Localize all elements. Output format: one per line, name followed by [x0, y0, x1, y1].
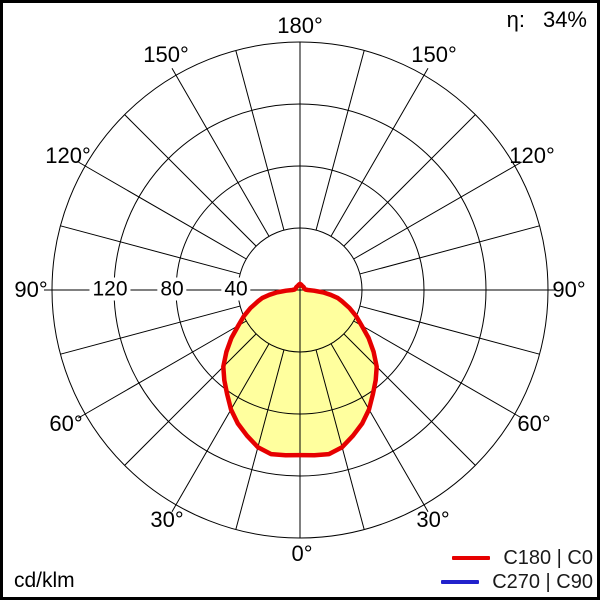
- radial-label-80: 80: [157, 277, 187, 301]
- angle-label-0: 0°: [291, 541, 313, 566]
- angle-label-90-right: 90°: [552, 277, 586, 302]
- radial-label-120: 120: [89, 277, 131, 301]
- legend-label-c180-c0: C180 | C0: [503, 546, 593, 569]
- angle-label-150-left: 150°: [143, 42, 189, 67]
- angle-label-180: 180°: [277, 13, 323, 38]
- legend-item-c270-c90: C270 | C90: [441, 571, 593, 593]
- radial-label-40: 40: [221, 277, 251, 301]
- angle-label-120-left: 120°: [45, 143, 91, 168]
- efficiency-value: 34%: [542, 7, 587, 32]
- unit-label: cd/klm: [14, 569, 75, 592]
- efficiency-readout: η: 34%: [507, 7, 587, 33]
- angle-label-60-right: 60°: [517, 411, 551, 436]
- angle-label-30-left: 30°: [150, 507, 184, 532]
- legend-line-blue-icon: [441, 580, 480, 584]
- angle-label-90-left: 90°: [14, 277, 48, 302]
- angle-label-120-right: 120°: [509, 143, 555, 168]
- angle-label-60-left: 60°: [49, 411, 83, 436]
- legend: C180 | C0 C270 | C90: [441, 547, 593, 593]
- angle-label-150-right: 150°: [411, 42, 457, 67]
- angle-label-30-right: 30°: [416, 507, 450, 532]
- legend-line-red-icon: [452, 556, 491, 560]
- efficiency-label: η:: [506, 7, 525, 32]
- legend-item-c180-c0: C180 | C0: [452, 547, 593, 569]
- legend-label-c270-c90: C270 | C90: [492, 570, 593, 593]
